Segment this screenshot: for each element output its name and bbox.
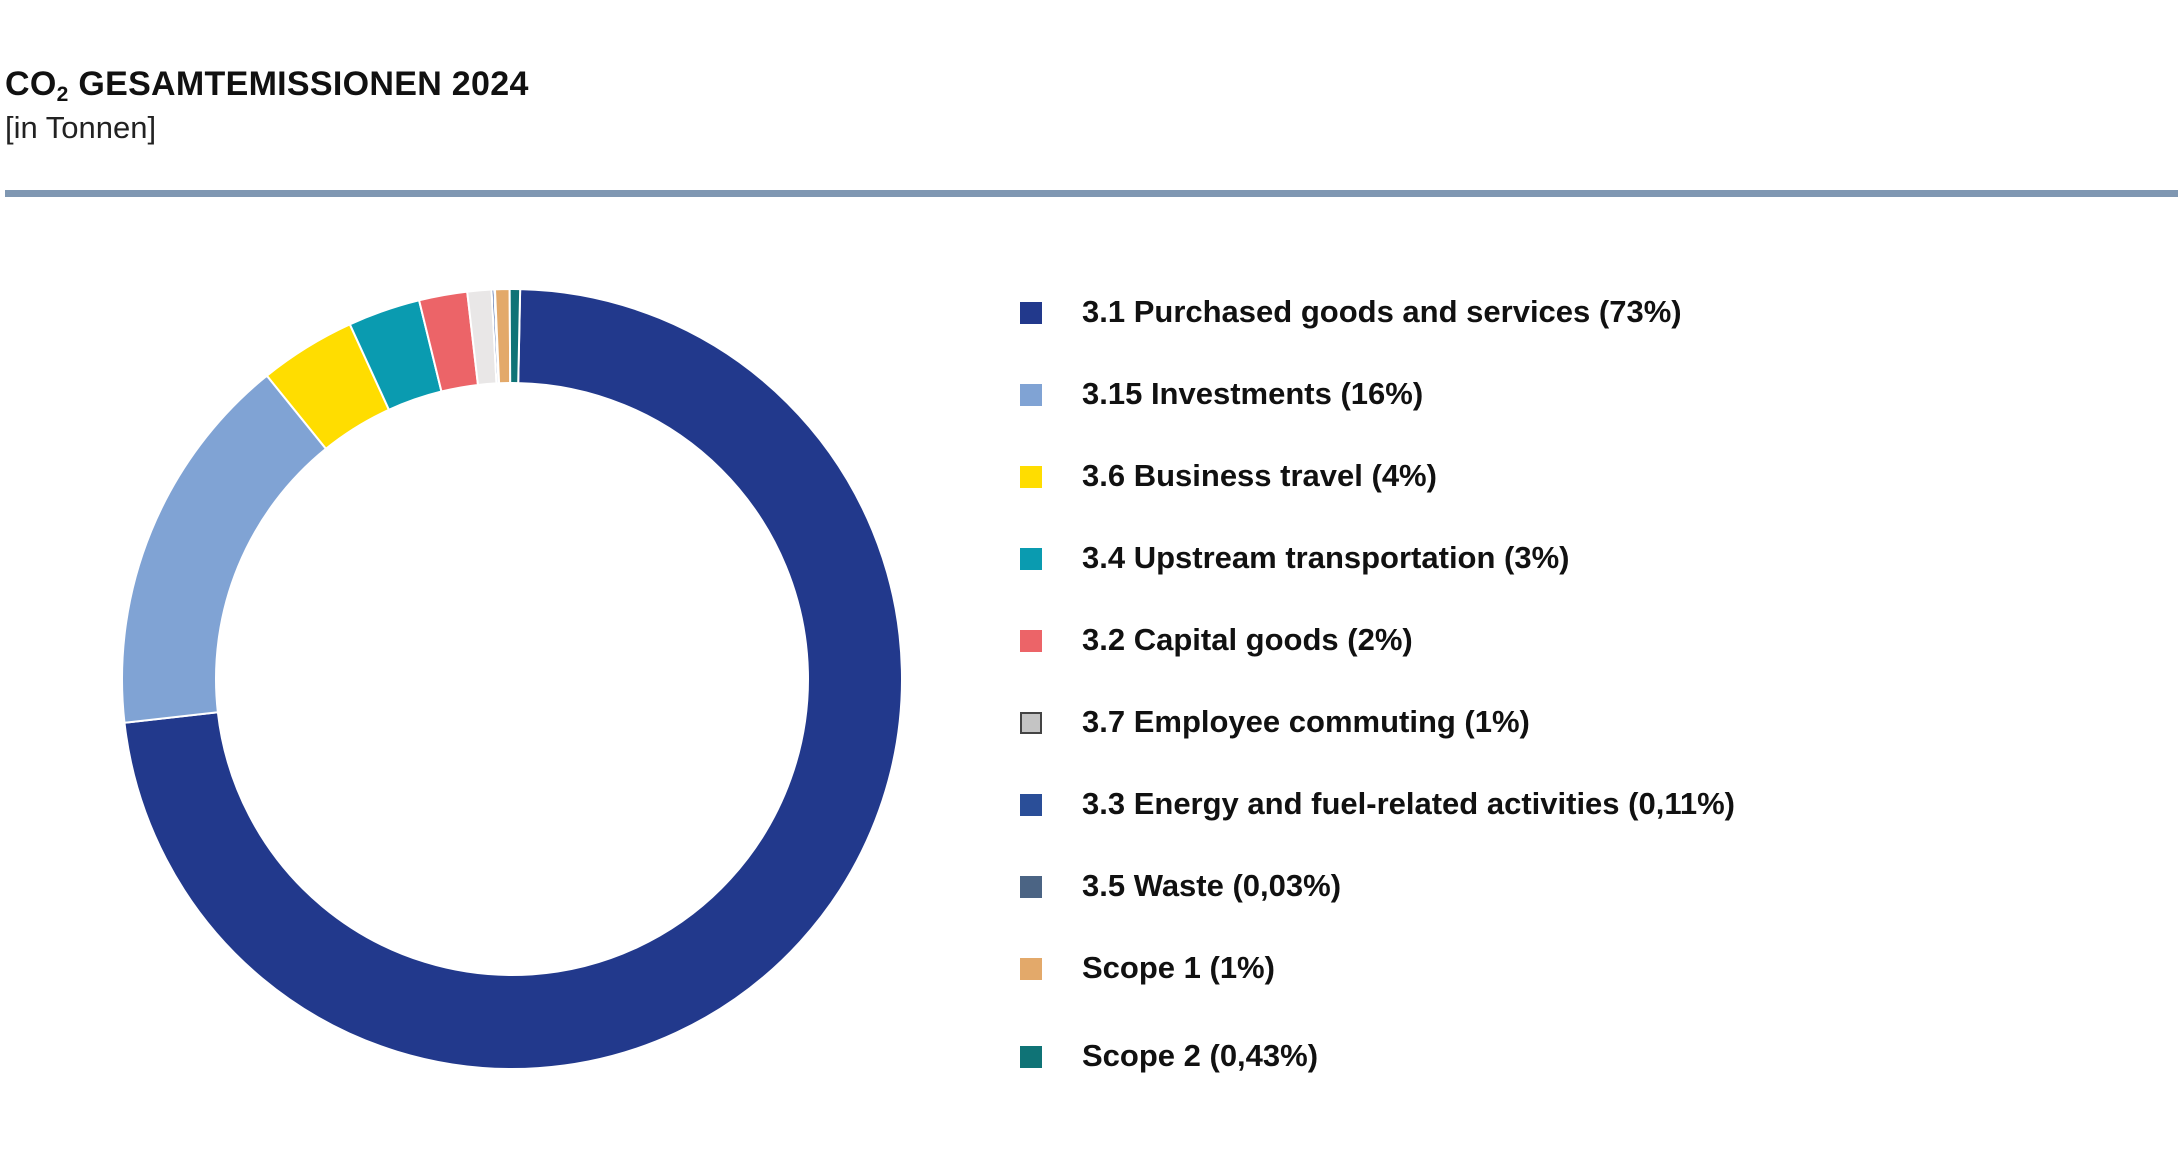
- legend-swatch: [1020, 302, 1042, 324]
- legend-item: 3.2 Capital goods (2%): [1020, 620, 1820, 660]
- legend-item: Scope 1 (1%): [1020, 948, 1820, 988]
- donut-slice-2: [121, 374, 328, 724]
- chart-title: CO2 GESAMTEMISSIONEN 2024: [5, 64, 529, 106]
- legend-label: Scope 2 (0,43%): [1082, 1038, 1319, 1073]
- legend-label: 3.3 Energy and fuel-related activities (…: [1082, 786, 1735, 821]
- legend-swatch: [1020, 794, 1042, 816]
- legend-item: 3.6 Business travel (4%): [1020, 456, 1820, 496]
- legend-swatch: [1020, 466, 1042, 488]
- legend-item: 3.15 Investments (16%): [1020, 374, 1820, 414]
- donut-slice-1: [123, 288, 903, 1070]
- legend-label: 3.4 Upstream transportation (3%): [1082, 540, 1570, 575]
- legend-swatch: [1020, 548, 1042, 570]
- donut-slice-10: [508, 288, 522, 385]
- legend-swatch: [1020, 384, 1042, 406]
- title-divider: [5, 190, 2178, 197]
- legend-item: 3.3 Energy and fuel-related activities (…: [1020, 784, 1820, 824]
- legend-label: 3.1 Purchased goods and services (73%): [1082, 294, 1682, 329]
- legend-item: 3.1 Purchased goods and services (73%): [1020, 292, 1820, 332]
- legend-item: Scope 2 (0,43%): [1020, 1036, 1820, 1076]
- chart-title-rest: GESAMTEMISSIONEN 2024: [68, 65, 529, 103]
- legend-swatch: [1020, 1046, 1042, 1068]
- legend-item: 3.7 Employee commuting (1%): [1020, 702, 1820, 742]
- legend-item: 3.4 Upstream transportation (3%): [1020, 538, 1820, 578]
- legend-swatch: [1020, 876, 1042, 898]
- legend-swatch: [1020, 958, 1042, 980]
- legend-label: 3.7 Employee commuting (1%): [1082, 704, 1530, 739]
- legend-label: Scope 1 (1%): [1082, 950, 1275, 985]
- legend-label: 3.2 Capital goods (2%): [1082, 622, 1413, 657]
- legend-label: 3.15 Investments (16%): [1082, 376, 1424, 411]
- chart-title-subscript: 2: [56, 83, 69, 106]
- legend-swatch: [1020, 712, 1042, 734]
- chart-title-main: CO: [5, 65, 57, 103]
- chart-subtitle: [in Tonnen]: [5, 110, 157, 145]
- legend-item: 3.5 Waste (0,03%): [1020, 866, 1820, 906]
- legend-label: 3.6 Business travel (4%): [1082, 458, 1437, 493]
- legend-label: 3.5 Waste (0,03%): [1082, 868, 1342, 903]
- legend-swatch: [1020, 630, 1042, 652]
